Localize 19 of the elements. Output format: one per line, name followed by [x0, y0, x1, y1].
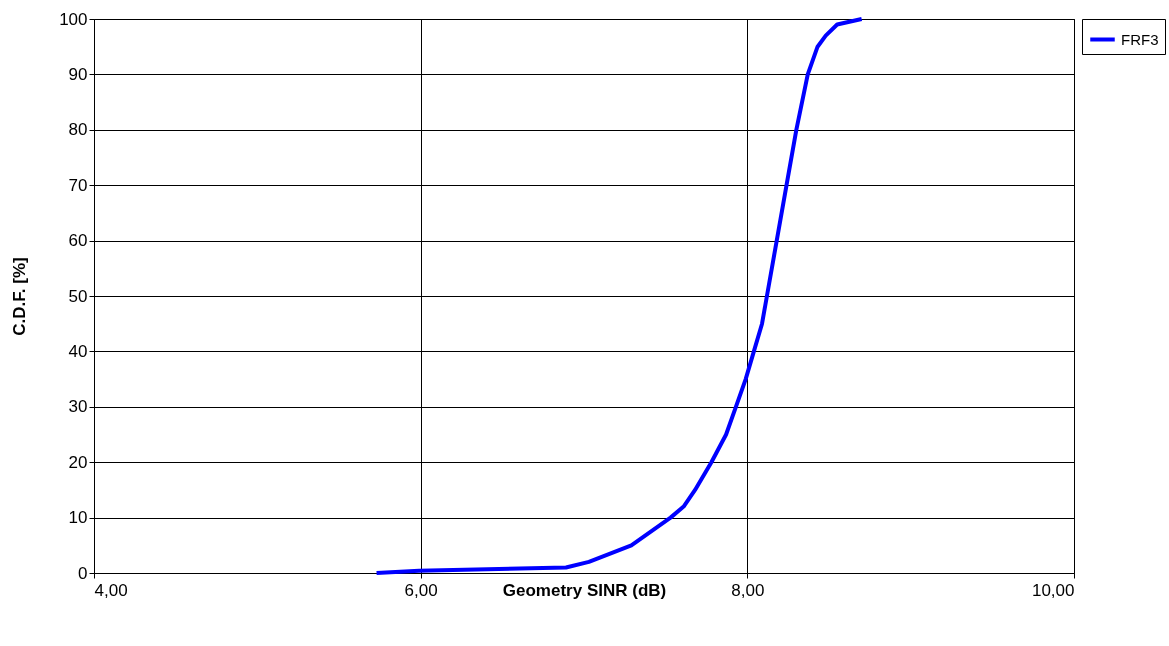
x-tick-label: 8,00: [731, 580, 765, 600]
y-tick-label: 40: [68, 341, 88, 361]
x-tick-label: 10,00: [1031, 580, 1075, 600]
y-tick-label: 70: [68, 175, 88, 195]
y-tick-label: 60: [68, 231, 88, 251]
y-tick-label: 100: [59, 9, 88, 29]
y-tick-label: 90: [68, 64, 88, 84]
y-tick-label: 30: [68, 397, 88, 417]
y-axis-title: C.D.F. [%]: [10, 257, 30, 336]
y-tick-label: 0: [78, 563, 88, 583]
y-tick-label: 50: [68, 286, 88, 306]
line-series: [374, 17, 864, 575]
y-tick-label: 80: [68, 120, 88, 140]
legend-label: FRF3: [1121, 30, 1159, 48]
x-tick-label: 4,00: [94, 580, 128, 600]
y-tick-label: 10: [68, 508, 88, 528]
x-axis-title: Geometry SINR (dB): [502, 580, 667, 600]
x-tick-label: 6,00: [404, 580, 438, 600]
y-tick-label: 20: [68, 452, 88, 472]
